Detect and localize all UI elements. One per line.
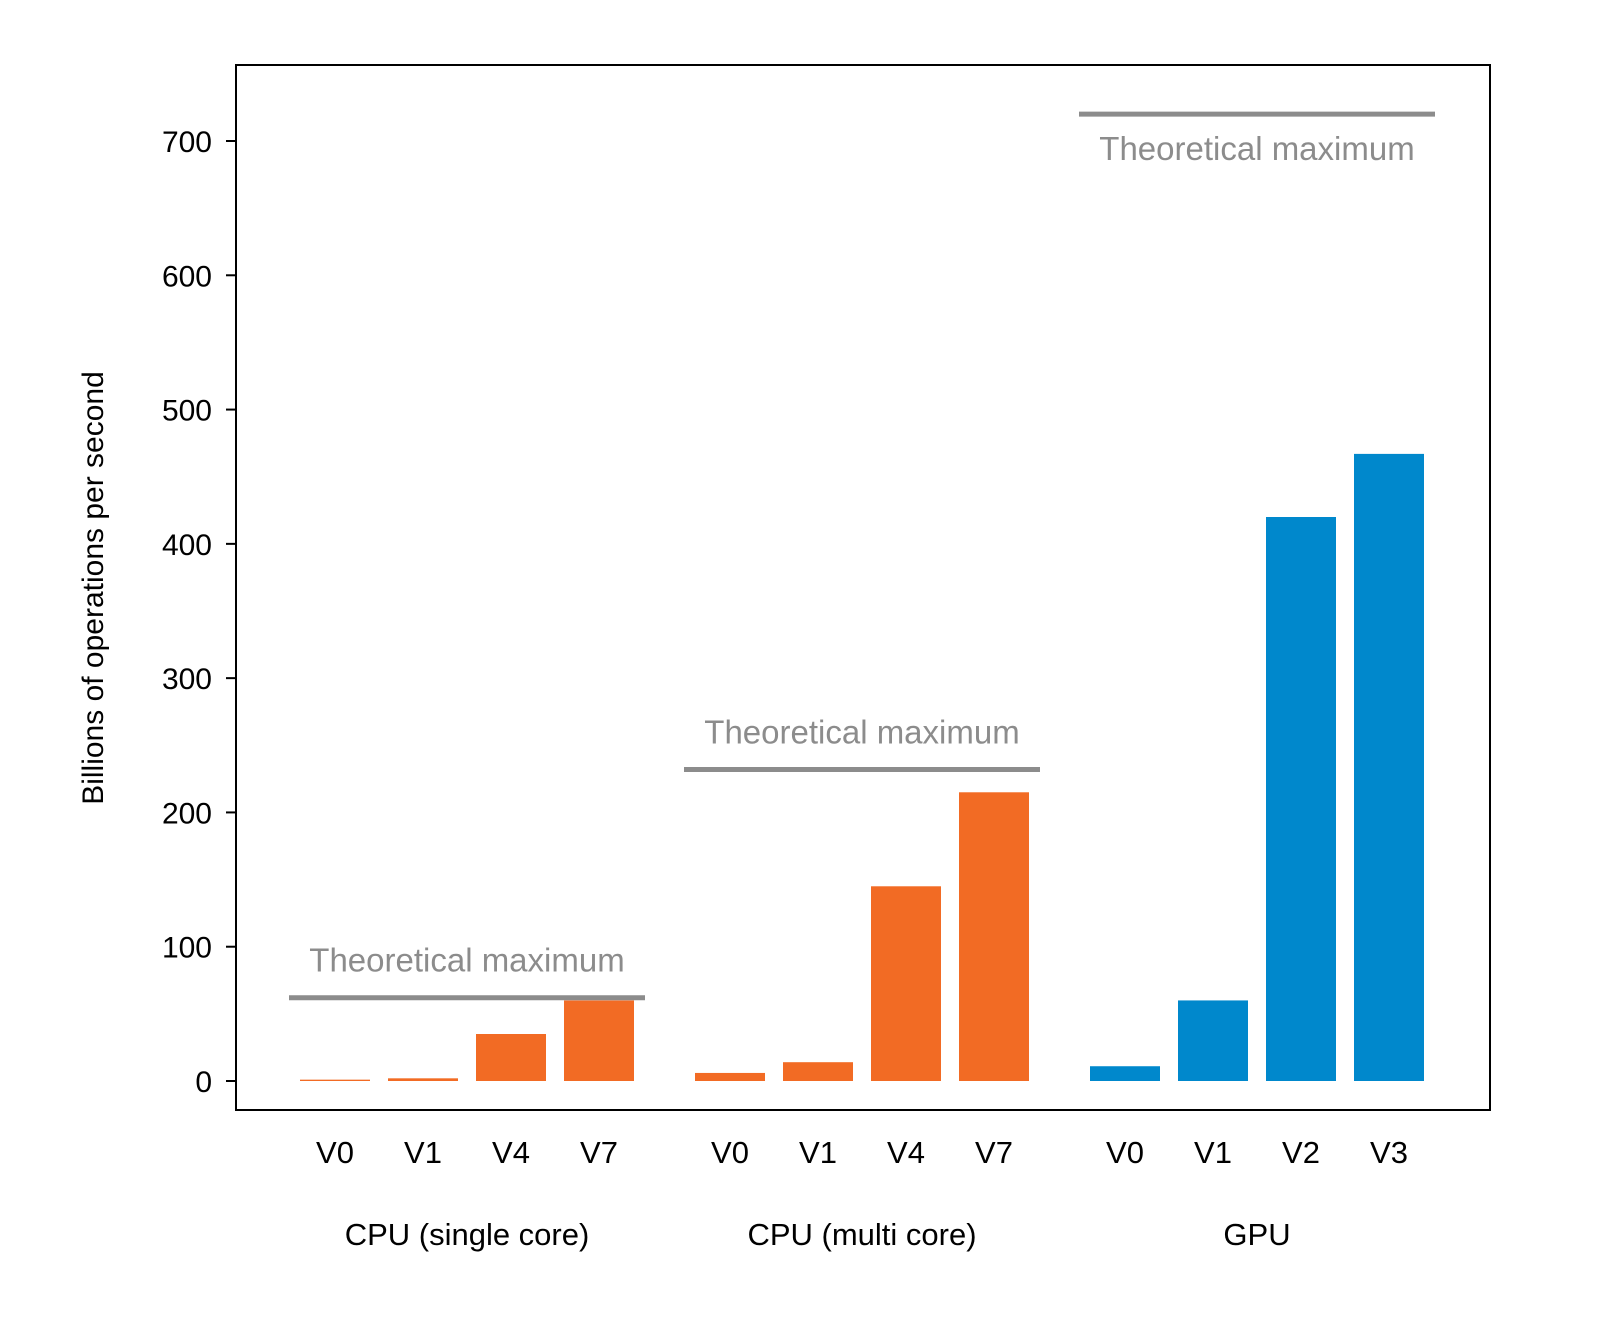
bar <box>564 1000 634 1081</box>
bar <box>959 792 1029 1081</box>
bar <box>476 1034 546 1081</box>
y-tick-label: 600 <box>162 260 212 293</box>
y-tick-label: 100 <box>162 932 212 965</box>
y-tick-label: 0 <box>195 1066 212 1099</box>
group-label: CPU (multi core) <box>747 1217 976 1252</box>
y-tick-label: 300 <box>162 663 212 696</box>
y-tick-label: 700 <box>162 126 212 159</box>
y-tick-label: 400 <box>162 529 212 562</box>
bar <box>1090 1066 1160 1081</box>
x-tick-label: V0 <box>711 1135 749 1170</box>
x-tick-label: V3 <box>1370 1135 1408 1170</box>
bar <box>388 1078 458 1081</box>
group-label: GPU <box>1223 1217 1290 1252</box>
bar <box>695 1072 765 1081</box>
bar <box>783 1062 853 1081</box>
x-tick-label: V0 <box>1106 1135 1144 1170</box>
bar <box>1354 453 1424 1081</box>
theoretical-max-label: Theoretical maximum <box>704 713 1019 750</box>
y-tick-label: 500 <box>162 395 212 428</box>
theoretical-max-label: Theoretical maximum <box>1099 130 1414 167</box>
x-tick-label: V4 <box>887 1135 925 1170</box>
theoretical-max-label: Theoretical maximum <box>309 942 624 979</box>
x-tick-label: V1 <box>404 1135 442 1170</box>
x-tick-label: V4 <box>492 1135 530 1170</box>
y-tick-label: 200 <box>162 797 212 830</box>
bar <box>300 1079 370 1081</box>
bar <box>871 886 941 1081</box>
x-tick-label: V1 <box>799 1135 837 1170</box>
group-label: CPU (single core) <box>345 1217 590 1252</box>
bar <box>1266 517 1336 1081</box>
x-tick-label: V2 <box>1282 1135 1320 1170</box>
x-tick-label: V0 <box>316 1135 354 1170</box>
x-tick-label: V7 <box>580 1135 618 1170</box>
y-axis-label: Billions of operations per second <box>77 371 110 805</box>
x-tick-label: V1 <box>1194 1135 1232 1170</box>
plot-frame <box>235 64 1491 1111</box>
x-tick-label: V7 <box>975 1135 1013 1170</box>
bar <box>1178 1000 1248 1081</box>
